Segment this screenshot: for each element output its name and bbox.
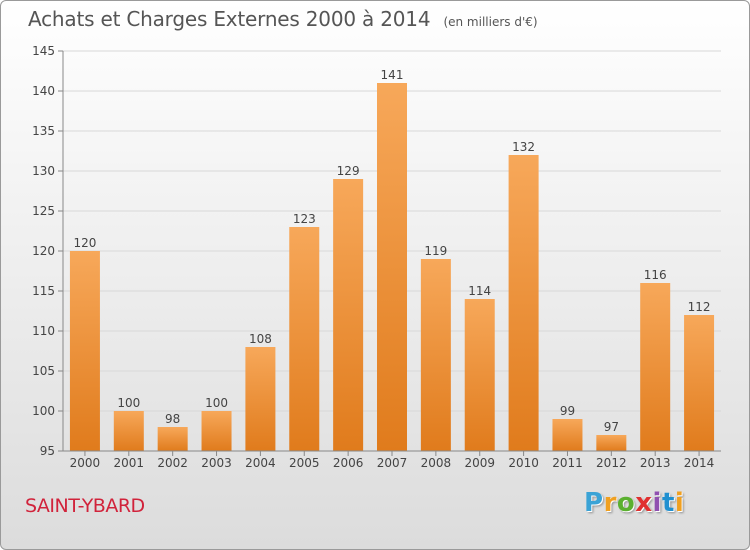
y-tick-label: 110 (32, 324, 55, 338)
y-tick-label: 130 (32, 164, 55, 178)
data-label: 120 (73, 236, 96, 250)
bar-2010 (508, 155, 539, 451)
y-tick-label: 145 (32, 44, 55, 58)
bar-2001 (113, 411, 144, 451)
brand-letter: t (661, 488, 675, 518)
x-tick-label: 2002 (157, 456, 188, 470)
bar-2013 (640, 283, 671, 451)
x-tick-label: 2000 (70, 456, 101, 470)
commune-name: SAINT-YBARD (25, 495, 145, 517)
bars-layer (69, 83, 715, 451)
bar-2005 (289, 227, 320, 451)
bar-2009 (464, 299, 495, 451)
data-label: 129 (337, 164, 360, 178)
y-tick-label: 120 (32, 244, 55, 258)
data-label: 99 (560, 404, 575, 418)
data-label: 114 (468, 284, 491, 298)
x-tick-label: 2012 (596, 456, 627, 470)
axis-layer: 95 100 105 110 115 120 125 130 135 140 145 (32, 44, 721, 458)
bar-2011 (552, 419, 583, 451)
x-tick-label: 2003 (201, 456, 232, 470)
bar-2000 (69, 251, 100, 451)
bar-2004 (245, 347, 276, 451)
brand-letter: x (635, 488, 653, 518)
x-tick-label: 2007 (377, 456, 408, 470)
brand-logo: Proxiti (584, 488, 684, 518)
y-tick-label: 135 (32, 124, 55, 138)
title-row: Achats et Charges Externes 2000 à 2014 (… (28, 7, 538, 31)
y-tick-label: 115 (32, 284, 55, 298)
y-tick-label: 100 (32, 404, 55, 418)
data-label: 119 (424, 244, 447, 258)
y-tick-label: 105 (32, 364, 55, 378)
bar-2014 (684, 315, 715, 451)
bar-2007 (377, 83, 407, 451)
data-label: 141 (381, 68, 404, 82)
bar-2012 (596, 435, 627, 451)
x-tick-label: 2009 (464, 456, 495, 470)
data-label: 97 (604, 420, 619, 434)
x-tick-label: 2001 (114, 456, 145, 470)
brand-letter: P (584, 488, 604, 518)
chart-title: Achats et Charges Externes 2000 à 2014 (28, 7, 431, 31)
x-tick-label: 2005 (289, 456, 320, 470)
y-tick-label: 140 (32, 84, 55, 98)
labels-layer: 120 2000 100 2001 98 2002 100 2003 108 2004 123 200… (70, 68, 715, 470)
brand-letter: r (603, 488, 617, 518)
data-label: 116 (644, 268, 667, 282)
bar-2006 (333, 179, 364, 451)
y-tick-label: 95 (40, 444, 55, 458)
x-tick-label: 2008 (421, 456, 452, 470)
data-label: 100 (205, 396, 228, 410)
x-tick-label: 2010 (508, 456, 539, 470)
data-label: 132 (512, 140, 535, 154)
data-label: 100 (117, 396, 140, 410)
x-tick-label: 2013 (640, 456, 671, 470)
bar-2003 (201, 411, 232, 451)
x-tick-label: 2011 (552, 456, 583, 470)
bar-2008 (420, 259, 451, 451)
data-label: 108 (249, 332, 272, 346)
chart-unit: (en milliers d'€) (443, 15, 538, 29)
brand-letter: i (652, 488, 662, 518)
brand-letter: i (674, 488, 685, 518)
brand-letter: o (616, 488, 636, 518)
data-label: 112 (688, 300, 711, 314)
data-label: 98 (165, 412, 180, 426)
bar-2002 (157, 427, 188, 451)
x-tick-label: 2004 (245, 456, 276, 470)
data-label: 123 (293, 212, 316, 226)
x-tick-label: 2014 (684, 456, 715, 470)
x-tick-label: 2006 (333, 456, 364, 470)
y-tick-label: 125 (32, 204, 55, 218)
